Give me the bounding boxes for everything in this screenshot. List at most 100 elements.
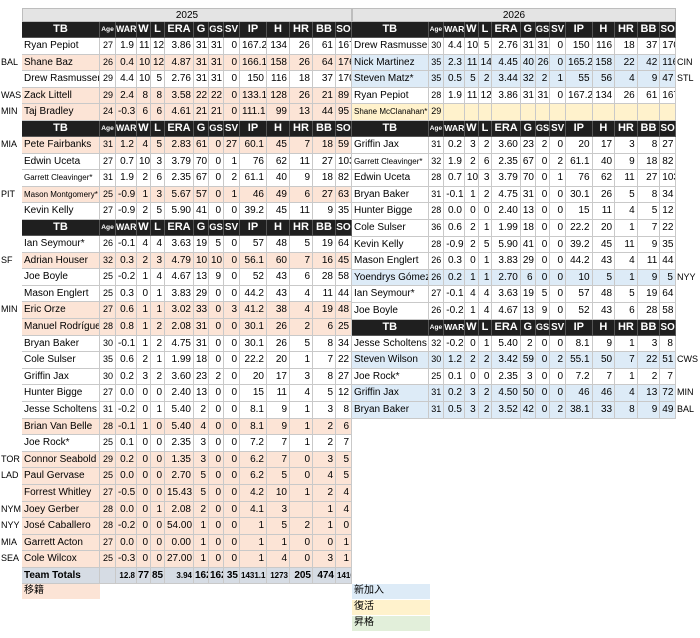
player-name: Mason Englert [352, 253, 429, 270]
stat-cell: 4 [336, 485, 352, 502]
stat-cell: 0.2 [116, 368, 137, 386]
stat-cell: 150 [240, 71, 267, 88]
stat-cell: 25 [100, 468, 116, 485]
stat-cell: 5.40 [165, 418, 194, 436]
stat-cell: 5 [336, 468, 352, 485]
stat-cell: 1 [313, 518, 336, 535]
stat-cell: 29 [100, 87, 116, 105]
stat-cell: 3.86 [492, 87, 521, 105]
stat-cell: 46 [592, 385, 616, 402]
stat-cell: 6 [151, 170, 165, 187]
player-name: Ryan Pepiot [22, 38, 100, 55]
stat-cell: 0.0 [116, 534, 137, 552]
stat-cell: 22 [194, 87, 209, 105]
stat-cell: 27 [100, 534, 116, 552]
team-label: SF [1, 254, 13, 265]
stat-cell: 44 [336, 285, 352, 303]
stat-cell: 8 [615, 402, 638, 419]
stat-cell: 1 [290, 352, 313, 369]
column-header: BB [637, 22, 661, 38]
stat-cell: 1 [267, 534, 290, 552]
stat-cell [535, 104, 551, 121]
stat-cell: 116 [660, 54, 676, 72]
stat-cell: 8 [637, 137, 661, 154]
stat-cell: 5 [290, 335, 313, 353]
stat-cell: 31 [520, 186, 536, 204]
column-header: SV [224, 22, 240, 38]
stat-cell: 9 [209, 269, 224, 286]
stat-cell: 134 [592, 87, 616, 105]
stat-cell: 0 [550, 186, 567, 204]
stat-cell: 3 [267, 501, 290, 519]
stat-cell: 5 [660, 269, 676, 287]
stat-cell: 0.3 [116, 252, 137, 270]
stat-cell: 5 [478, 38, 493, 55]
player-name: Nick Martinez [352, 54, 429, 72]
stat-cell: 3.42 [492, 352, 521, 369]
column-header: TB [352, 22, 429, 38]
stat-cell: 58 [660, 303, 676, 320]
column-header: ERA [492, 22, 521, 38]
stat-cell: 27 [313, 153, 336, 171]
stat-cell: 167 [336, 38, 352, 55]
stat-cell: -0.2 [444, 303, 465, 320]
stat-cell: 31 [535, 87, 551, 105]
stat-cell: 10 [267, 485, 290, 502]
stat-cell: 25 [100, 435, 116, 452]
stat-cell: 2 [550, 352, 567, 369]
stat-cell: 2.35 [492, 153, 521, 171]
team-label: WAS [1, 89, 22, 100]
stat-cell: 4 [290, 302, 313, 319]
column-header: G [520, 319, 536, 336]
stat-cell: 45 [267, 137, 290, 154]
stat-cell: 4.67 [165, 269, 194, 286]
totals-cell: 85 [151, 568, 165, 584]
stat-cell: 37 [637, 38, 661, 55]
stat-cell: 13 [194, 269, 209, 286]
stat-cell: 6 [313, 319, 336, 336]
stat-cell: 40 [592, 153, 616, 171]
stat-cell: 0 [550, 286, 567, 303]
player-name: Garrett Cleavinger* [22, 170, 100, 187]
stat-cell: 2 [464, 236, 479, 254]
stat-cell: 52 [240, 269, 267, 286]
stat-cell: 27 [100, 385, 116, 402]
stat-cell: 44 [660, 253, 676, 270]
stat-cell: 10 [137, 54, 151, 72]
team-label: MIN [677, 387, 694, 398]
stat-cell: 9 [637, 269, 661, 287]
stat-cell: 0 [224, 203, 240, 220]
stat-cell: 0.6 [116, 302, 137, 319]
stat-cell: 30 [428, 38, 445, 55]
stat-cell: 19 [194, 236, 209, 253]
player-name: Steven Wilson [352, 352, 429, 369]
stat-cell: 2.76 [492, 38, 521, 55]
team-label: PIT [1, 188, 16, 199]
stat-cell: 1 [151, 302, 165, 319]
stat-cell: 0 [224, 335, 240, 353]
stat-cell: 10 [137, 153, 151, 171]
column-header: L [478, 319, 493, 336]
stat-cell: 0 [535, 269, 551, 287]
stat-cell: 13 [520, 303, 536, 320]
stat-cell: 31 [209, 54, 224, 72]
stat-cell: 72 [660, 385, 676, 402]
player-name: Kevin Kelly [352, 236, 429, 254]
player-name: Garrett Acton [22, 534, 100, 552]
stat-cell: 9 [290, 170, 313, 187]
column-header: W [137, 220, 151, 236]
stat-cell: 55 [566, 71, 593, 88]
stat-cell: 42 [520, 402, 536, 419]
stat-cell: 10 [464, 170, 479, 187]
stat-cell: -0.2 [116, 269, 137, 286]
stat-cell: 103 [660, 170, 676, 187]
stat-cell: 0 [151, 418, 165, 436]
stat-cell: 3 [464, 402, 479, 419]
stat-cell: 30 [100, 368, 116, 386]
stat-cell: 3.60 [492, 137, 521, 154]
stat-cell: 4 [151, 236, 165, 253]
stat-cell: 4 [290, 385, 313, 402]
stat-cell: 56.1 [240, 252, 267, 270]
stat-cell: 2.4 [116, 87, 137, 105]
stat-cell: 0 [550, 54, 567, 72]
